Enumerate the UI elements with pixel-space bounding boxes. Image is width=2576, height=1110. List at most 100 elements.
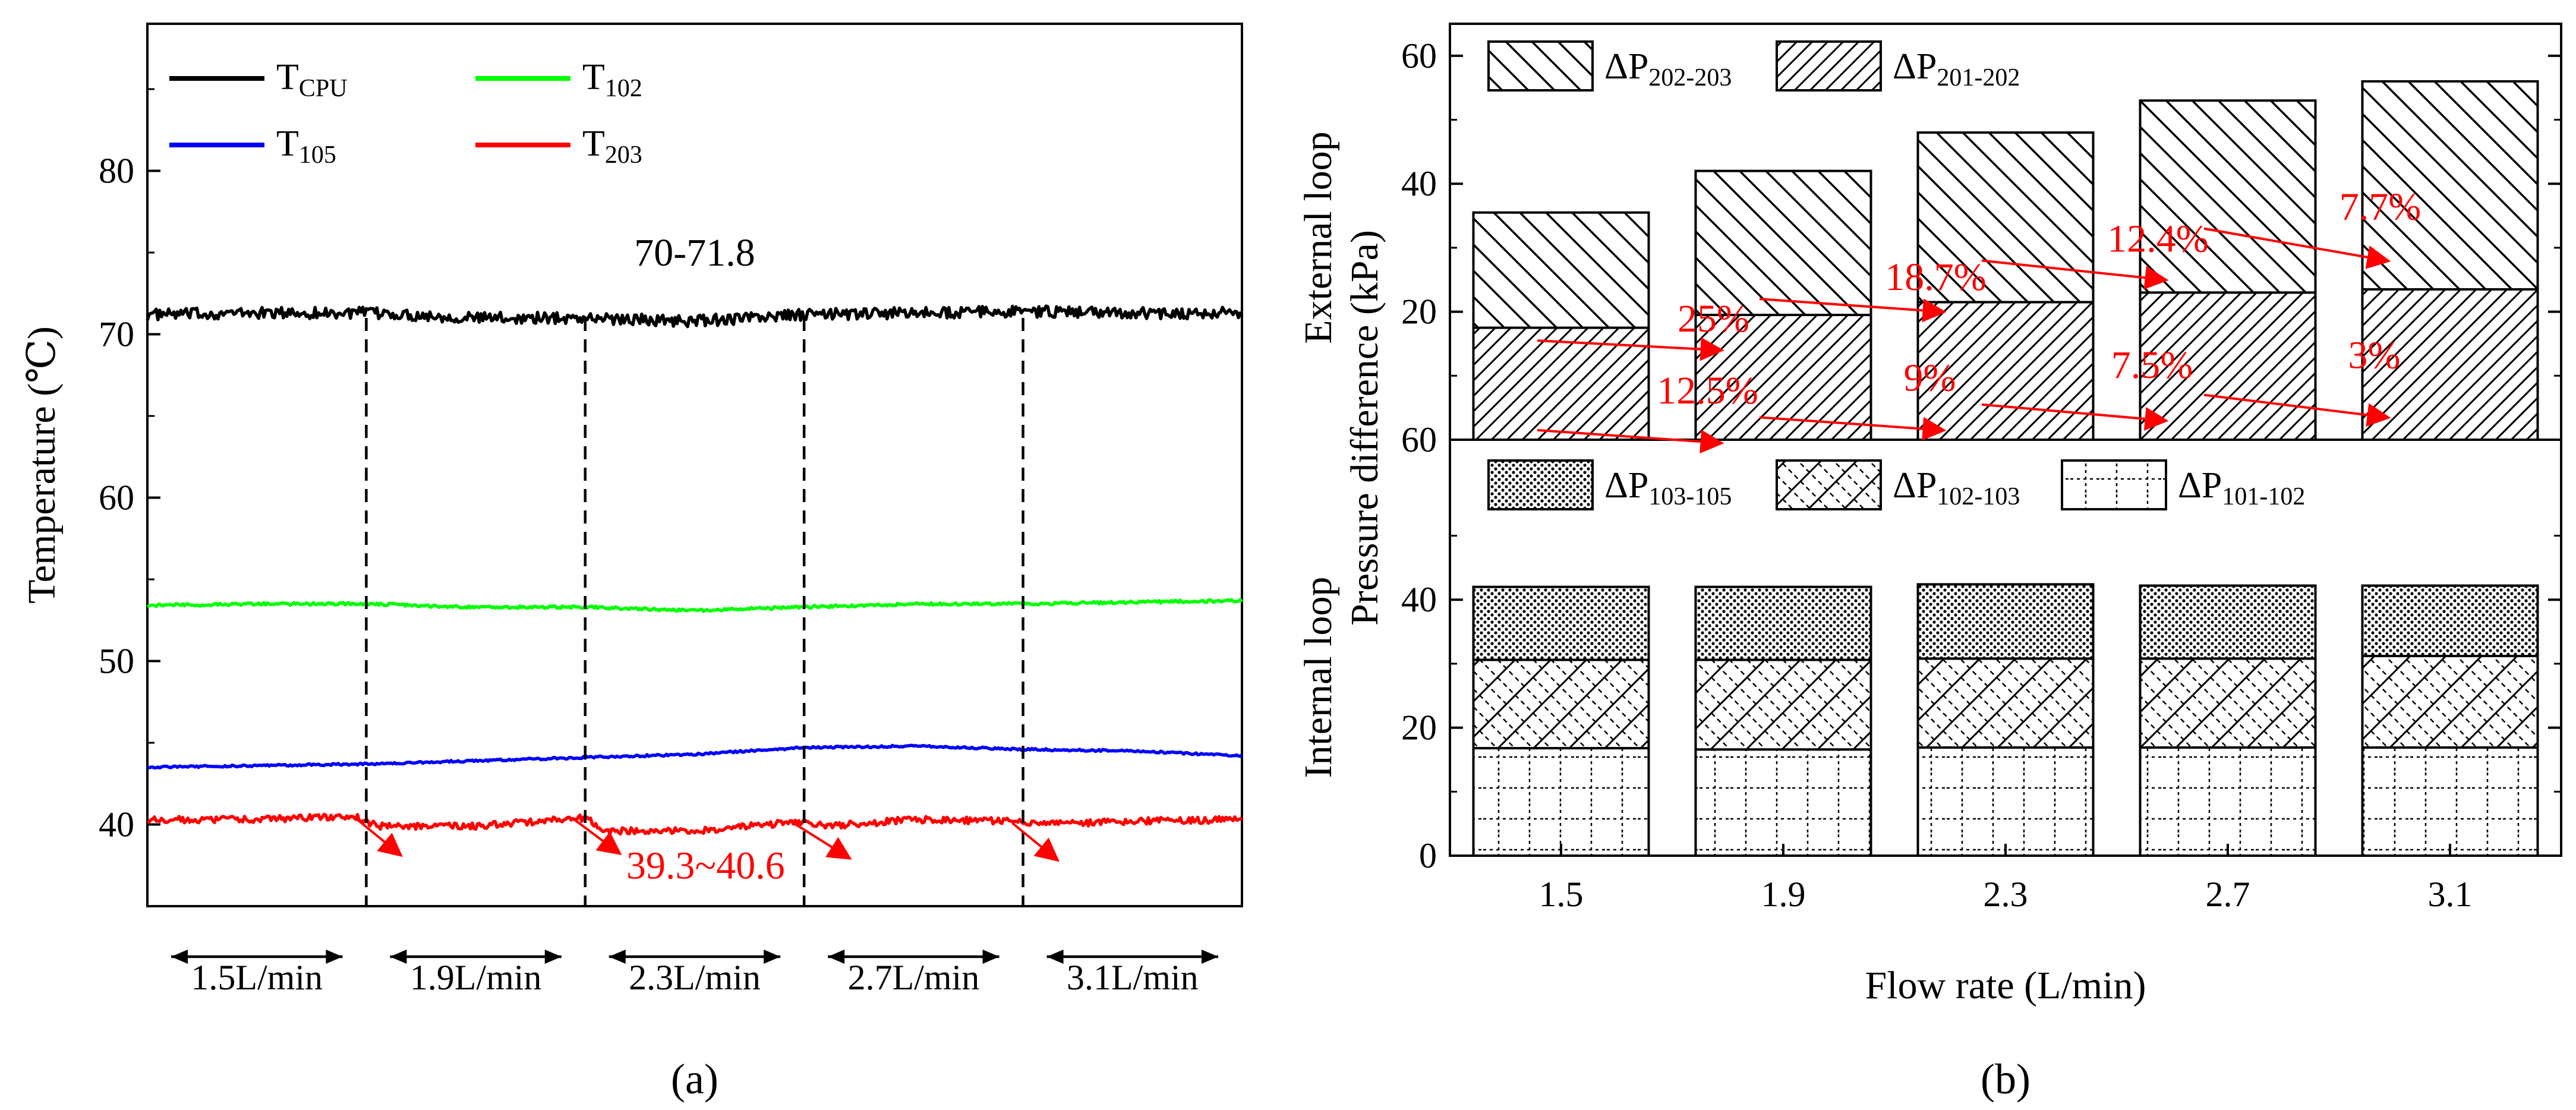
legend-swatch-202-203	[1487, 40, 1594, 92]
segment-arrowhead-left	[828, 950, 845, 964]
trend-arrow-lower	[2203, 393, 2391, 427]
legend-swatch-201-202	[1776, 40, 1882, 92]
legend-label-102-sub: 102	[605, 75, 642, 102]
x-axis-label-b: Flow rate (L/min)	[1865, 964, 2146, 1007]
bar-201-202-2-3	[1916, 301, 2095, 442]
bar-202-203-2-3	[1916, 131, 2095, 304]
y-axis-label-pressure: Pressure difference (kPa)	[1343, 230, 1386, 626]
percent-label-lower: 9%	[1904, 356, 1956, 399]
segment-label: 3.1L/min	[1067, 958, 1199, 997]
trend-arrow-a	[573, 818, 622, 856]
trend-arrow-lower	[1981, 403, 2169, 431]
legend-label-cpu-sub: CPU	[299, 75, 348, 102]
y-axis-label-a: Temperature (℃)	[20, 326, 64, 604]
legend-label-201-202: ΔP201-202	[1893, 46, 2020, 92]
legend-label-103-105-sub: 103-105	[1648, 483, 1732, 510]
legend-label-101-102-sub: 101-102	[2222, 483, 2305, 510]
segment-arrowhead-right	[764, 950, 781, 964]
y-tick-label-b-zero: 60	[1401, 420, 1437, 459]
y-tick-label-b-bottom_panel: 20	[1401, 708, 1437, 748]
bar-103-105-1-5	[1472, 585, 1650, 661]
trend-arrow-upper	[1537, 337, 1724, 361]
bar-101-102-1-5	[1472, 747, 1650, 857]
y-tick-label-b-top_panel: 40	[1401, 164, 1437, 203]
bar-102-103-2-3	[1916, 657, 2095, 749]
bar-101-102-1-9	[1694, 748, 1872, 857]
series-line-203	[146, 812, 1243, 836]
segment-label: 1.5L/min	[191, 958, 323, 997]
segment-arrowhead-right	[1202, 950, 1218, 964]
trend-arrow-a	[792, 822, 852, 860]
bar-101-102-2-3	[1916, 746, 2095, 857]
y-tick-label-b-bottom_panel: 40	[1401, 580, 1437, 619]
bar-202-203-3-1	[2361, 80, 2539, 291]
legend-label-102: T102	[582, 57, 642, 102]
x-tick-label-b: 3.1	[2428, 875, 2473, 914]
legend-label-203: T203	[582, 124, 642, 169]
y-axis-label-external: External loop	[1297, 131, 1340, 343]
legend-swatch-102-103	[1776, 459, 1882, 510]
legend-label-202-203-sub: 202-203	[1648, 64, 1732, 92]
trend-arrow-a	[354, 816, 403, 857]
y-tick-label-b-bottom_panel: 0	[1419, 836, 1437, 875]
x-tick-label-b: 1.9	[1761, 875, 1806, 914]
segment-arrowhead-left	[608, 950, 626, 964]
y-tick-label-a: 50	[99, 642, 134, 681]
legend-label-102-103-main: ΔP	[1893, 465, 1937, 506]
legend-label-105-main: T	[276, 124, 299, 164]
bar-201-202-2-7	[2139, 291, 2317, 441]
bar-201-202-3-1	[2361, 288, 2539, 441]
bar-202-203-1-5	[1472, 211, 1650, 329]
percent-label-upper: 12.4%	[2107, 217, 2208, 260]
percent-label-lower: 7.5%	[2111, 343, 2193, 387]
series-line-105	[147, 743, 1243, 770]
bar-102-103-1-5	[1472, 658, 1650, 750]
trend-arrow-a	[1011, 822, 1060, 862]
segment-1-9L-min: 1.9L/min	[390, 950, 562, 997]
bar-202-203-1-9	[1694, 169, 1872, 317]
bar-102-103-1-9	[1694, 658, 1872, 751]
percent-label-lower: 3%	[2348, 334, 2401, 377]
bar-103-105-3-1	[2361, 584, 2539, 657]
legend-label-101-102-main: ΔP	[2178, 465, 2222, 506]
annotation-a: 70-71.8	[634, 231, 755, 275]
legend-label-cpu-main: T	[276, 57, 299, 97]
x-tick-label-b: 2.3	[1984, 875, 2028, 914]
percent-label-upper: 18.7%	[1885, 256, 1986, 299]
caption-a: (a)	[671, 1055, 718, 1103]
bar-101-102-3-1	[2361, 746, 2539, 857]
bar-103-105-1-9	[1694, 585, 1872, 661]
y-tick-label-a: 70	[99, 315, 134, 354]
legend-swatch-103-105	[1487, 459, 1594, 510]
x-tick-label-b: 1.5	[1539, 875, 1584, 914]
segment-label: 1.9L/min	[410, 958, 542, 997]
segment-1-5L-min: 1.5L/min	[171, 950, 343, 997]
segment-arrowhead-left	[171, 950, 188, 964]
legend-label-103-105: ΔP103-105	[1604, 465, 1732, 510]
legend-label-101-102: ΔP101-102	[2178, 465, 2305, 510]
bar-103-105-2-7	[2139, 584, 2317, 660]
y-tick-label-a: 40	[99, 805, 134, 844]
percent-label-upper: 25%	[1678, 297, 1749, 340]
trend-arrow-upper	[2203, 227, 2391, 269]
legend-label-102-103-sub: 102-103	[1937, 483, 2020, 510]
bar-103-105-2-3	[1916, 583, 2095, 660]
trend-arrow-lower	[1759, 416, 1947, 441]
y-tick-label-b-top_panel: 20	[1401, 292, 1437, 332]
bar-102-103-2-7	[2139, 657, 2317, 749]
segment-3-1L-min: 3.1L/min	[1046, 950, 1218, 997]
y-tick-label-a: 60	[99, 478, 134, 518]
segment-arrowhead-right	[982, 950, 999, 964]
legend-label-105-sub: 105	[299, 141, 336, 169]
annotation-a: 39.3~40.6	[626, 844, 785, 887]
segment-arrowhead-right	[544, 950, 562, 964]
caption-b: (b)	[1981, 1055, 2030, 1103]
legend-label-201-202-sub: 201-202	[1937, 64, 2020, 92]
y-tick-label-a: 80	[99, 152, 134, 191]
segment-label: 2.3L/min	[629, 958, 761, 997]
segment-2-3L-min: 2.3L/min	[608, 950, 781, 997]
plot-frame-a	[146, 23, 1243, 907]
series-line-102	[146, 598, 1244, 613]
